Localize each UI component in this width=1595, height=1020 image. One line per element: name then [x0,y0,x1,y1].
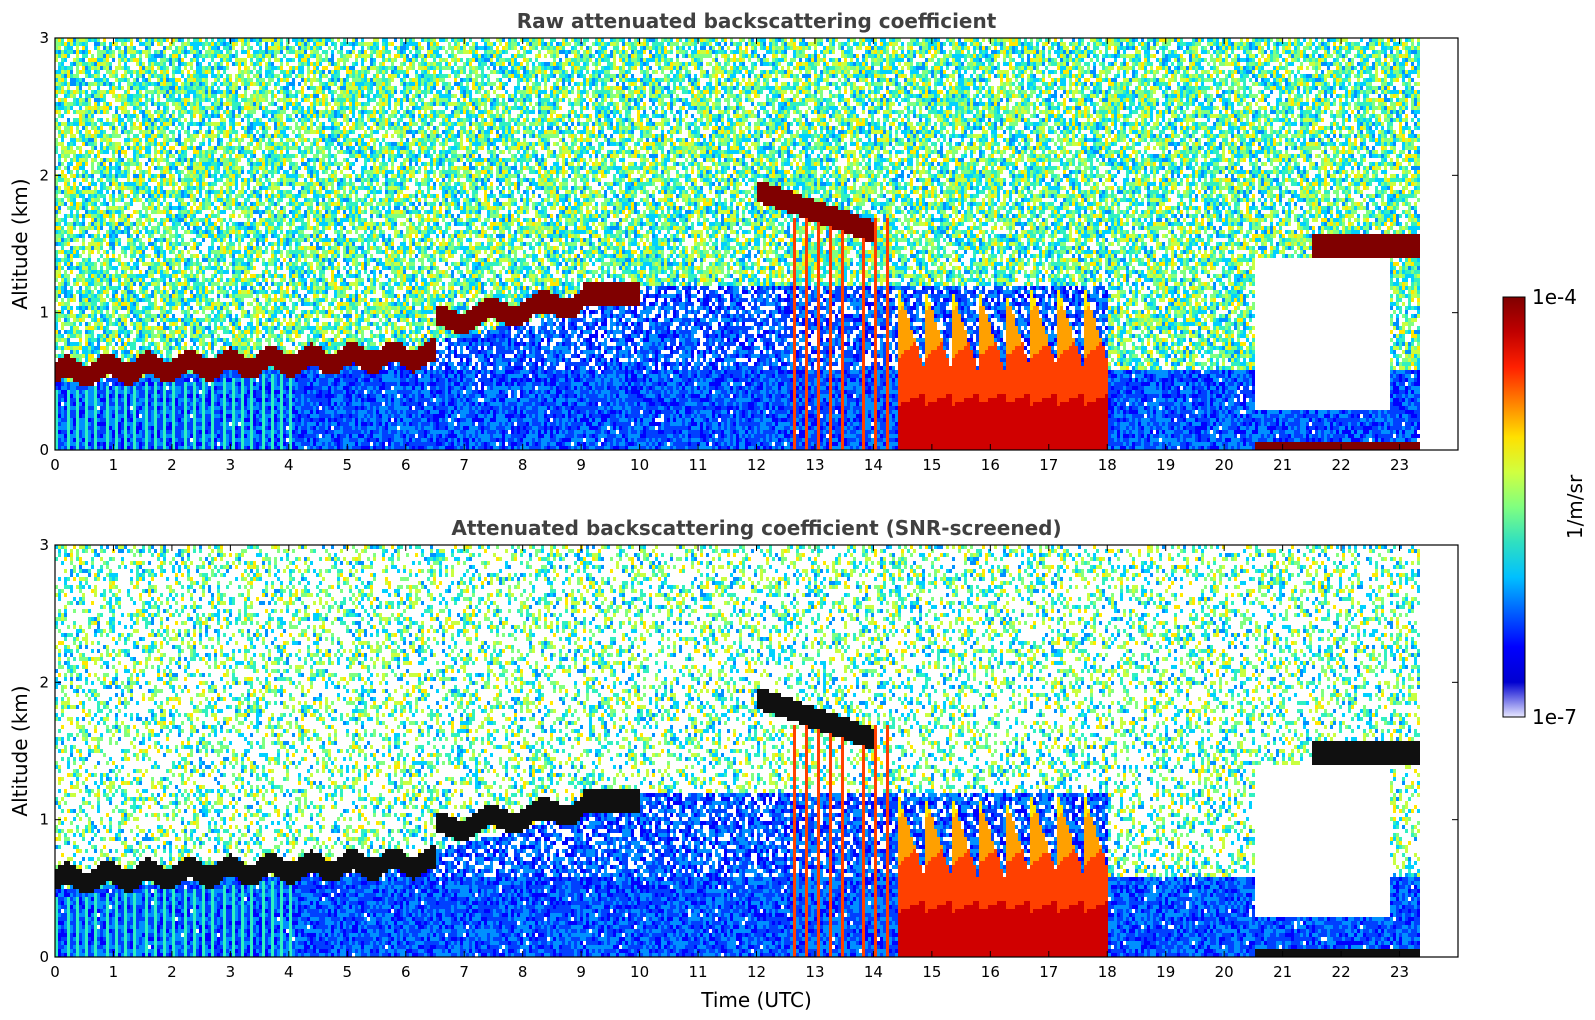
x-tick-label: 20 [1215,963,1234,981]
heatmap-cells-1 [55,38,1420,450]
x-tick-label: 21 [1273,963,1292,981]
x-tick-label: 2 [167,456,177,474]
panel-1: Raw attenuated backscattering coefficien… [8,9,1458,474]
x-tick-label: 16 [981,963,1000,981]
x-tick-label: 22 [1332,963,1351,981]
colorbar-min-label: 1e-7 [1532,705,1577,729]
x-tick-label: 14 [864,963,883,981]
x-tick-label: 19 [1156,456,1175,474]
x-tick-label: 15 [922,456,941,474]
colorbar-max-label: 1e-4 [1532,285,1577,309]
colorbar: 1e-4 1e-7 1/m/sr [1503,285,1587,729]
chart-title-2: Attenuated backscattering coefficient (S… [451,516,1061,540]
x-tick-label: 13 [805,963,824,981]
x-tick-label: 23 [1390,456,1409,474]
colorbar-bar [1503,297,1525,717]
y-axis-label-2: Altitude (km) [8,685,32,816]
x-tick-label: 10 [630,963,649,981]
x-tick-label: 15 [922,963,941,981]
x-tick-label: 1 [109,963,119,981]
x-tick-label: 16 [981,456,1000,474]
x-tick-label: 11 [688,456,707,474]
chart-title-1: Raw attenuated backscattering coefficien… [517,9,997,33]
x-tick-label: 9 [576,963,586,981]
y-tick-label: 3 [39,29,49,47]
x-tick-label: 5 [343,456,353,474]
x-tick-label: 17 [1039,963,1058,981]
x-tick-label: 13 [805,456,824,474]
panel-2: Attenuated backscattering coefficient (S… [8,516,1458,1012]
x-tick-label: 1 [109,456,119,474]
x-tick-label: 6 [401,963,411,981]
x-tick-label: 7 [459,456,469,474]
x-tick-label: 7 [459,963,469,981]
x-tick-label: 12 [747,963,766,981]
y-axis-label-1: Altitude (km) [8,178,32,309]
x-tick-label: 23 [1390,963,1409,981]
x-tick-label: 22 [1332,456,1351,474]
x-tick-label: 4 [284,963,294,981]
x-axis-label: Time (UTC) [700,988,812,1012]
x-tick-label: 6 [401,456,411,474]
x-tick-label: 3 [226,963,236,981]
x-tick-label: 11 [688,963,707,981]
y-tick-label: 2 [39,673,49,691]
y-tick-label: 0 [39,948,49,966]
x-tick-label: 21 [1273,456,1292,474]
x-tick-label: 5 [343,963,353,981]
y-tick-label: 0 [39,441,49,459]
x-tick-label: 8 [518,456,528,474]
colorbar-unit-label: 1/m/sr [1563,474,1587,539]
y-tick-label: 1 [39,304,49,322]
x-tick-label: 0 [50,963,60,981]
x-tick-label: 3 [226,456,236,474]
x-tick-label: 12 [747,456,766,474]
x-tick-label: 10 [630,456,649,474]
x-tick-label: 18 [1098,963,1117,981]
x-tick-label: 2 [167,963,177,981]
x-tick-label: 9 [576,456,586,474]
x-tick-label: 8 [518,963,528,981]
x-tick-label: 14 [864,456,883,474]
x-tick-label: 4 [284,456,294,474]
x-tick-label: 17 [1039,456,1058,474]
x-tick-label: 19 [1156,963,1175,981]
x-tick-label: 18 [1098,456,1117,474]
y-tick-label: 1 [39,811,49,829]
y-tick-label: 2 [39,166,49,184]
y-tick-label: 3 [39,536,49,554]
x-tick-label: 20 [1215,456,1234,474]
heatmap-cells-2 [55,545,1420,957]
x-tick-label: 0 [50,456,60,474]
